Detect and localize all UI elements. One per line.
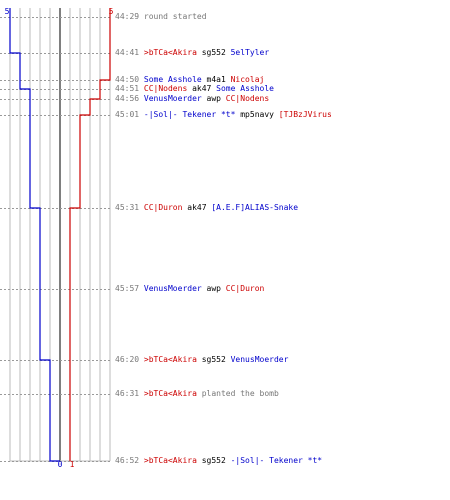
event-time: 44:51 — [115, 84, 144, 93]
red-player-name: [TJBzJVirus — [278, 110, 332, 119]
event-row: 44:41 >bTCa<Akira sg552 5elTyler — [115, 48, 269, 58]
event-row: 46:20 >bTCa<Akira sg552 VenusMoerder — [115, 355, 288, 365]
event-text: round started — [143, 12, 207, 21]
red-team-alive-line — [69, 8, 111, 461]
blue-start-count: 5 — [5, 7, 10, 16]
event-text: awp — [201, 94, 226, 103]
event-text: awp — [201, 284, 226, 293]
blue-player-name: 5elTyler — [230, 48, 270, 57]
blue-player-name: VenusMoerder — [143, 284, 202, 293]
event-text: m4a1 — [201, 75, 231, 84]
event-tick-lines — [0, 17, 112, 462]
event-text: ak47 — [187, 84, 217, 93]
event-text: ak47 — [182, 203, 212, 212]
red-player-name: >bTCa<Akira — [143, 456, 197, 465]
event-text: sg552 — [196, 355, 231, 364]
event-time: 45:57 — [115, 284, 144, 293]
event-row: 44:50 Some Asshole m4a1 Nicolaj — [115, 75, 264, 85]
red-player-name: >bTCa<Akira — [143, 389, 197, 398]
event-time: 44:41 — [115, 48, 144, 57]
blue-player-name: VenusMoerder — [143, 94, 202, 103]
blue-team-alive-line — [9, 8, 60, 462]
event-text: planted the bomb — [196, 389, 279, 398]
event-time: 44:50 — [115, 75, 144, 84]
red-player-name: CC|Nodens — [143, 84, 188, 93]
event-row: 44:56 VenusMoerder awp CC|Nodens — [115, 94, 269, 104]
timeline-grid — [9, 8, 111, 462]
blue-player-name: Some Asshole — [216, 84, 274, 93]
event-time: 44:29 — [115, 12, 144, 21]
event-time: 45:01 — [115, 110, 144, 119]
event-row: 46:31 >bTCa<Akira planted the bomb — [115, 389, 279, 399]
red-player-name: CC|Duron — [143, 203, 183, 212]
event-row: 45:01 -|Sol|- Tekener *t* mp5navy [TJBzJ… — [115, 110, 332, 120]
red-player-name: >bTCa<Akira — [143, 48, 197, 57]
event-row: 45:31 CC|Duron ak47 [A.E.F]ALIAS-Snake — [115, 203, 298, 213]
red-player-name: CC|Nodens — [225, 94, 270, 103]
event-row: 44:51 CC|Nodens ak47 Some Asshole — [115, 84, 274, 94]
event-time: 46:20 — [115, 355, 144, 364]
event-time: 45:31 — [115, 203, 144, 212]
blue-player-name: [A.E.F]ALIAS-Snake — [211, 203, 299, 212]
blue-player-name: -|Sol|- Tekener *t* — [143, 110, 236, 119]
red-player-name: CC|Duron — [225, 284, 265, 293]
event-row: 46:52 >bTCa<Akira sg552 -|Sol|- Tekener … — [115, 456, 322, 466]
event-text: mp5navy — [235, 110, 279, 119]
blue-player-name: VenusMoerder — [230, 355, 289, 364]
red-player-name: >bTCa<Akira — [143, 355, 197, 364]
blue-end-count: 0 — [58, 460, 63, 469]
event-text: sg552 — [196, 456, 231, 465]
red-start-count: 5 — [109, 7, 114, 16]
red-player-name: Nicolaj — [230, 75, 265, 84]
event-text: sg552 — [196, 48, 231, 57]
event-time: 46:31 — [115, 389, 144, 398]
event-row: 45:57 VenusMoerder awp CC|Duron — [115, 284, 264, 294]
event-row: 44:29 round started — [115, 12, 207, 22]
blue-player-name: -|Sol|- Tekener *t* — [230, 456, 323, 465]
event-time: 44:56 — [115, 94, 144, 103]
red-end-count: 1 — [70, 460, 75, 469]
event-time: 46:52 — [115, 456, 144, 465]
blue-player-name: Some Asshole — [143, 75, 202, 84]
